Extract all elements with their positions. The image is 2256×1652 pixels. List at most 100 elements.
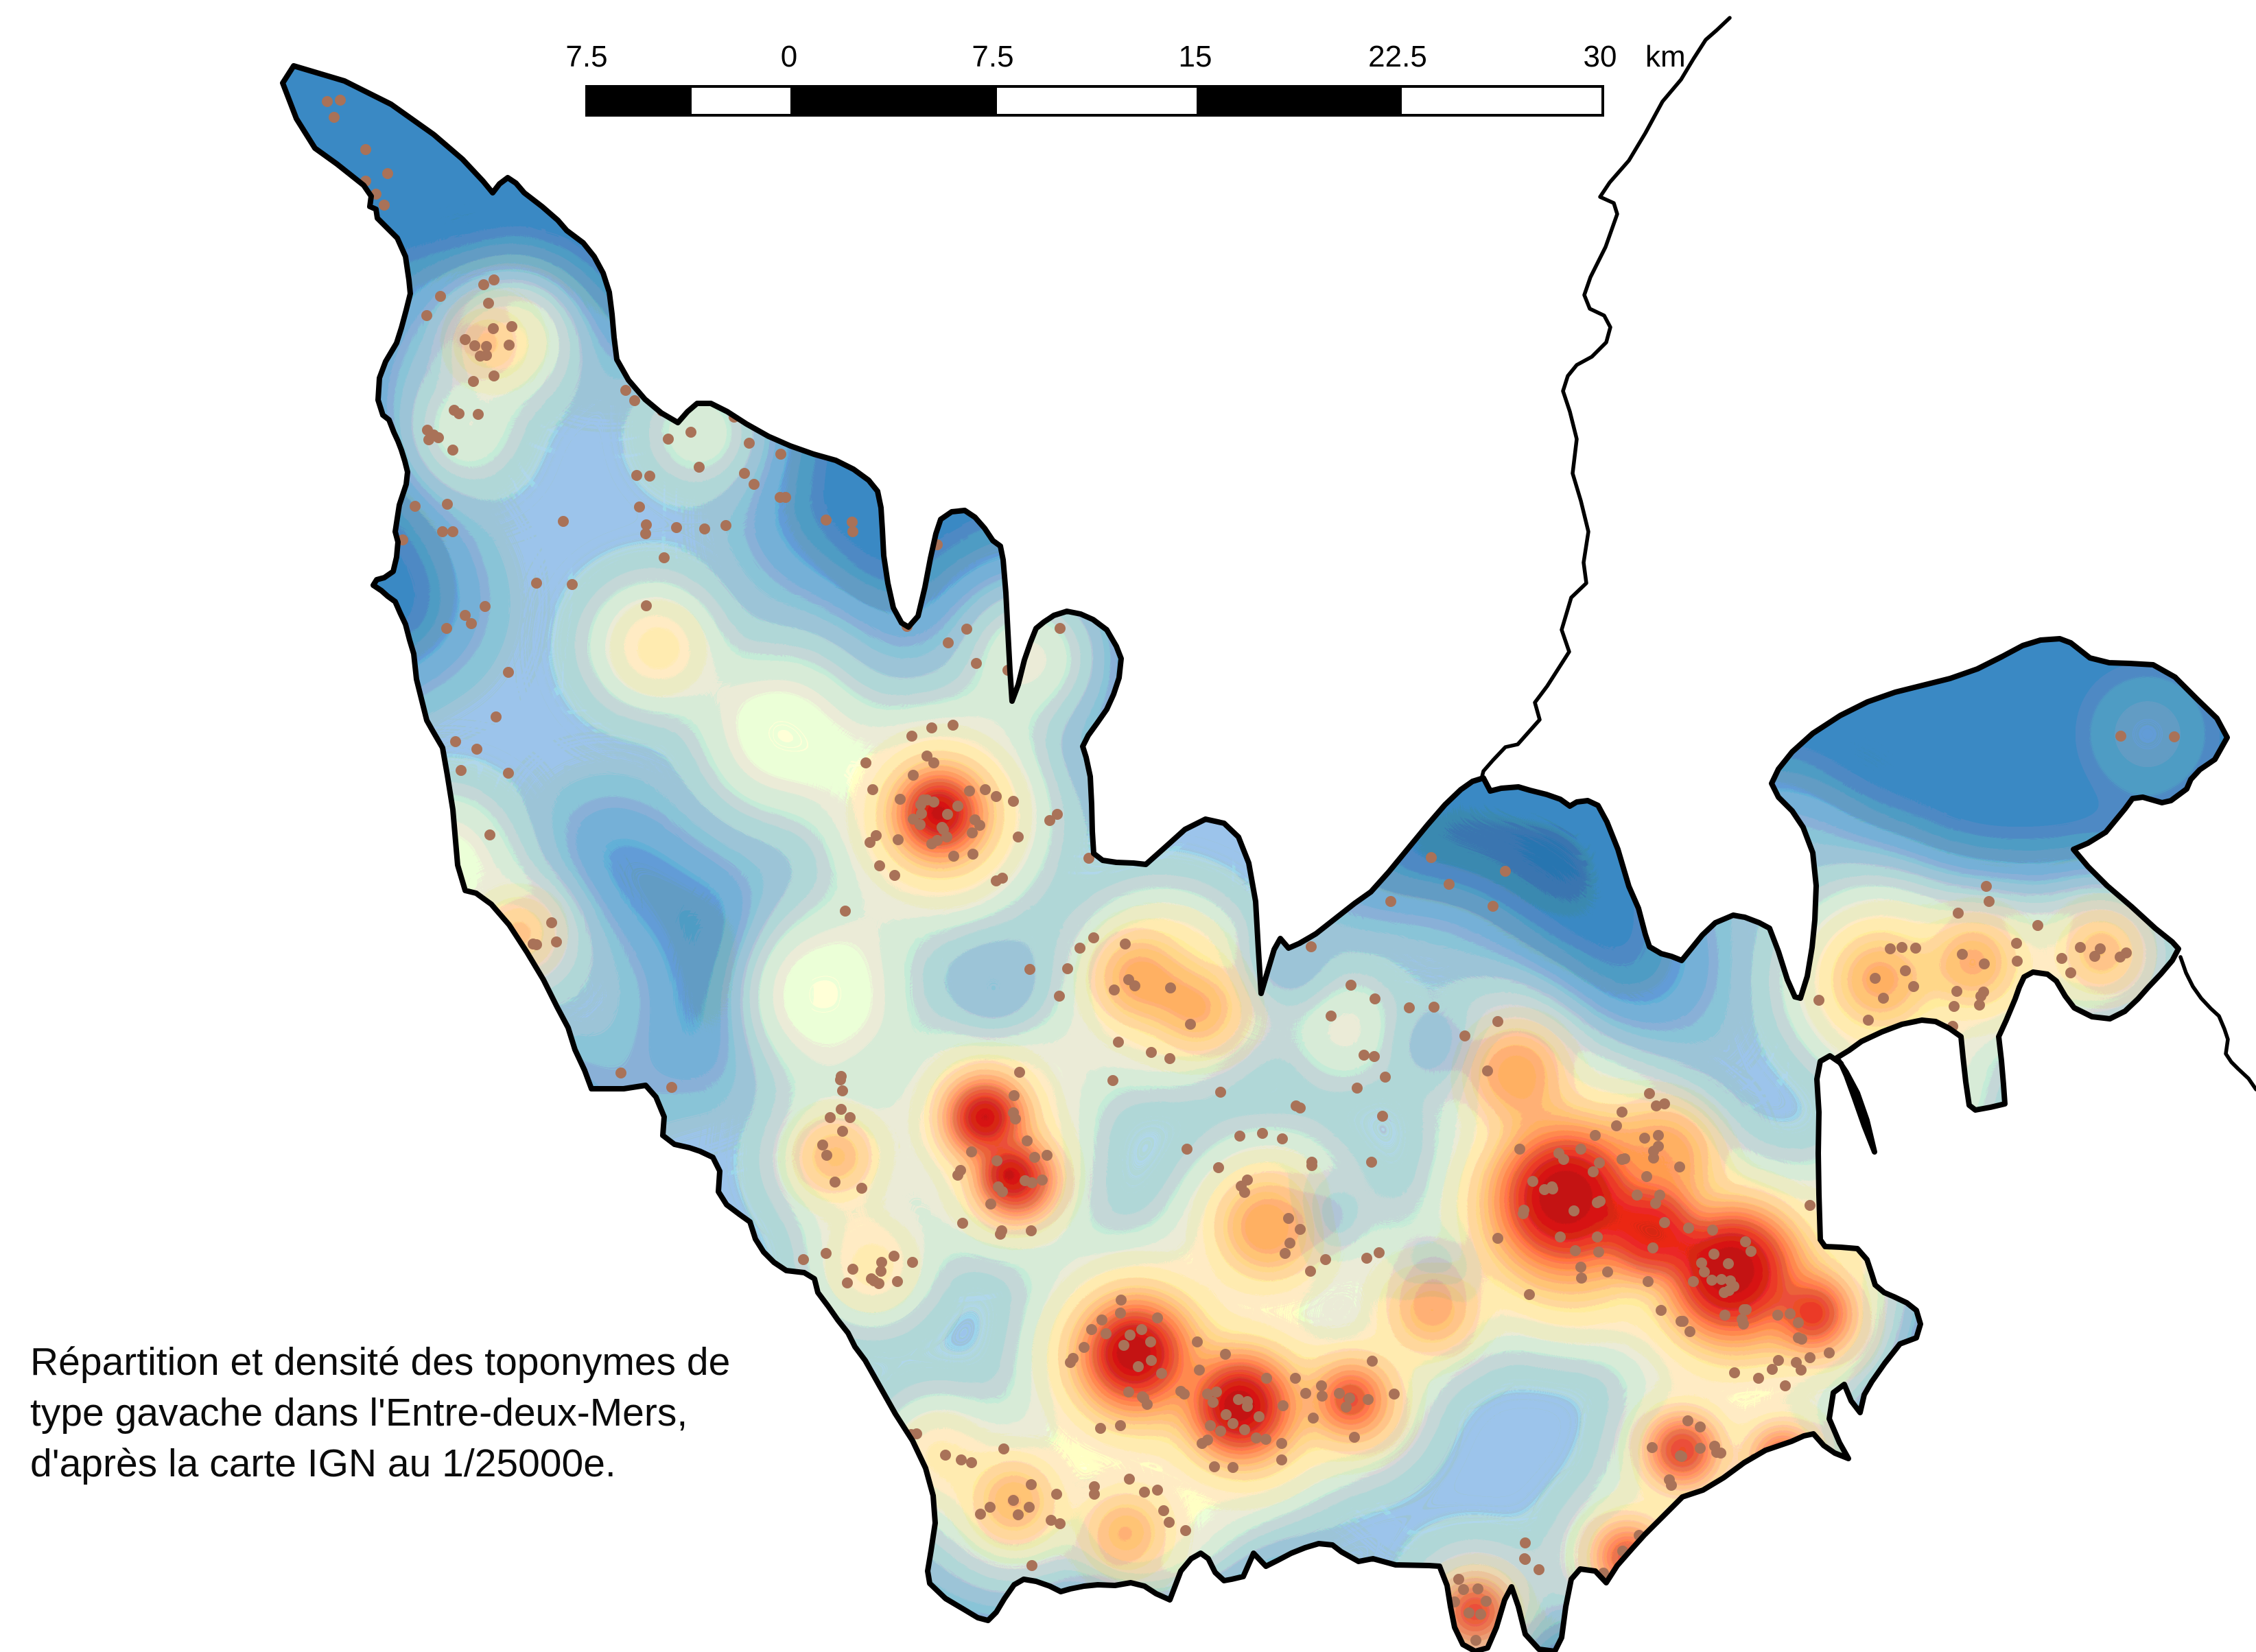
toponym-dot xyxy=(1902,1093,1913,1104)
toponym-dot xyxy=(1868,1220,1879,1231)
toponym-dot xyxy=(1026,1225,1037,1236)
toponym-dot xyxy=(907,1257,918,1268)
toponym-dot xyxy=(1682,1415,1693,1426)
toponym-dot xyxy=(893,834,904,845)
toponym-dot xyxy=(1385,896,1396,907)
scale-bar-tick-label: 7.5 xyxy=(565,40,608,73)
scale-bar-tick-label: 30 xyxy=(1583,40,1617,73)
toponym-dot xyxy=(857,1441,868,1452)
toponym-dot xyxy=(519,960,530,971)
toponym-dot xyxy=(1026,1560,1037,1571)
toponym-dot xyxy=(1524,1289,1535,1300)
toponym-dot xyxy=(1555,1231,1566,1242)
toponym-dot xyxy=(847,517,858,528)
toponym-dot xyxy=(1152,1312,1163,1323)
toponym-dot xyxy=(685,427,696,438)
scale-bar-segment-3 xyxy=(994,88,1197,114)
toponym-dot xyxy=(551,936,562,947)
toponym-dot xyxy=(1164,1517,1175,1528)
toponym-dot xyxy=(1979,958,1990,969)
toponym-dot xyxy=(749,479,760,490)
toponym-dot xyxy=(908,770,919,781)
toponym-dot xyxy=(2075,942,2086,953)
toponym-dot xyxy=(456,765,467,776)
toponym-dot xyxy=(1008,796,1019,807)
toponym-dot xyxy=(775,449,786,460)
toponym-dot xyxy=(1377,1111,1388,1122)
toponym-dot xyxy=(867,784,878,795)
toponym-dot xyxy=(865,837,876,848)
toponym-dot xyxy=(1429,729,1440,740)
toponym-dot xyxy=(1780,1380,1791,1391)
toponym-dot xyxy=(2032,920,2043,931)
toponym-dot xyxy=(948,720,959,731)
toponym-dot xyxy=(504,340,515,351)
toponym-dot xyxy=(1729,1367,1740,1378)
toponym-dot xyxy=(1594,1157,1605,1168)
toponym-dot xyxy=(918,794,929,805)
toponym-dot xyxy=(1211,1386,1222,1397)
toponym-dot xyxy=(1152,694,1163,705)
toponym-dot xyxy=(1115,1308,1126,1319)
toponym-dot xyxy=(1875,1220,1885,1231)
toponym-dot xyxy=(1865,1220,1876,1231)
toponym-dot xyxy=(1883,1248,1894,1259)
toponym-dot xyxy=(817,1140,828,1150)
toponym-dot xyxy=(816,1513,827,1524)
toponym-dot xyxy=(744,438,755,449)
toponym-dot xyxy=(975,1509,986,1520)
toponym-dot xyxy=(1093,794,1104,805)
toponym-dot xyxy=(1306,941,1317,952)
scale-bar-tick-label: 22.5 xyxy=(1368,40,1427,73)
toponym-dot xyxy=(1008,1495,1019,1506)
toponym-dot xyxy=(1308,1413,1319,1424)
toponym-dot xyxy=(1086,1324,1097,1335)
toponym-dot xyxy=(1896,942,1907,953)
toponym-dot xyxy=(943,637,954,648)
toponym-dot xyxy=(1124,1474,1135,1485)
toponym-dot xyxy=(836,1104,847,1115)
toponym-dot xyxy=(1650,1198,1661,1209)
toponym-dot xyxy=(985,1199,996,1210)
toponym-dot xyxy=(956,1454,967,1465)
scale-bar-segment-1 xyxy=(689,88,790,114)
toponym-dot xyxy=(435,291,446,302)
toponym-dot xyxy=(567,1238,578,1249)
toponym-dot xyxy=(942,809,953,820)
toponym-dot xyxy=(489,370,500,381)
toponym-dot xyxy=(1113,1037,1124,1048)
toponym-dot xyxy=(471,744,482,755)
toponym-dot xyxy=(845,1112,856,1123)
toponym-dot xyxy=(410,501,421,512)
toponym-dot xyxy=(860,757,871,768)
toponym-dot xyxy=(1793,1317,1804,1328)
toponym-dot xyxy=(503,667,514,678)
toponym-dot xyxy=(1079,1342,1090,1353)
toponym-dot xyxy=(876,1414,886,1425)
scale-bar-segment-2 xyxy=(790,88,994,114)
toponym-dot xyxy=(720,520,731,531)
toponym-dot xyxy=(830,1177,841,1188)
toponym-dot xyxy=(1145,1336,1156,1347)
toponym-dot xyxy=(1923,1068,1934,1079)
toponym-dot xyxy=(1453,1574,1464,1585)
toponym-dot xyxy=(1785,1308,1796,1319)
toponym-dot xyxy=(1716,1274,1727,1285)
toponym-dot xyxy=(873,1278,884,1289)
toponym-dot xyxy=(1576,1273,1587,1284)
toponym-dot xyxy=(483,298,494,309)
toponym-dot xyxy=(1156,1368,1167,1379)
toponym-dot xyxy=(1746,1246,1756,1257)
scale-bar-segment-5 xyxy=(1399,88,1601,114)
toponym-dot xyxy=(360,144,371,155)
toponym-dot xyxy=(1592,1197,1603,1208)
toponym-dot xyxy=(421,310,432,321)
toponym-dot xyxy=(971,658,982,669)
toponym-dot xyxy=(1037,1175,1048,1185)
region-boundary xyxy=(280,63,2230,1652)
caption-line: Répartition et densité des toponymes de xyxy=(30,1340,731,1384)
toponym-dot xyxy=(1055,1518,1066,1529)
toponym-dot xyxy=(895,794,906,805)
toponym-dot xyxy=(1125,1330,1136,1341)
toponym-dot xyxy=(1683,1223,1694,1234)
